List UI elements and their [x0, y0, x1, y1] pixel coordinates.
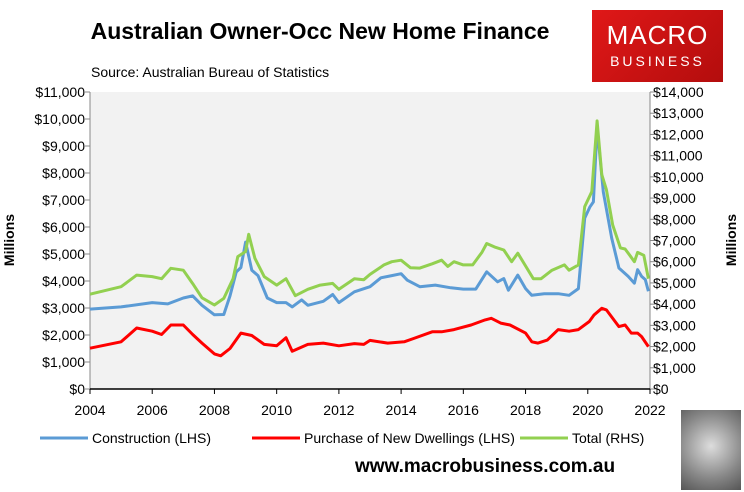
x-tick-label: 2020: [572, 402, 603, 418]
x-tick-label: 2010: [261, 402, 292, 418]
y-tick-label: $2,000: [42, 327, 85, 343]
series-line-2: [89, 119, 650, 307]
y2-tick-label: $8,000: [653, 211, 696, 227]
legend-label-0: Construction (LHS): [92, 430, 211, 446]
x-tick-label: 2022: [634, 402, 665, 418]
y-tick-label: $1,000: [42, 354, 85, 370]
y-tick-label: $3,000: [42, 300, 85, 316]
y2-tick-label: $0: [653, 381, 669, 397]
x-tick-label: 2004: [74, 402, 105, 418]
macrobusiness-logo: MACRO BUSINESS: [592, 10, 723, 82]
y2-tick-label: $13,000: [653, 105, 704, 121]
y-tick-label: $7,000: [42, 192, 85, 208]
y2-tick-label: $1,000: [653, 360, 696, 376]
y2-tick-label: $14,000: [653, 84, 704, 100]
y2-tick-label: $3,000: [653, 317, 696, 333]
y2-axis-label: Millions: [723, 214, 739, 266]
y2-tick-label: $11,000: [653, 148, 703, 164]
y-tick-label: $0: [69, 381, 85, 397]
y-tick-label: $10,000: [34, 111, 85, 127]
y-tick-label: $11,000: [35, 84, 85, 100]
logo-line2: BUSINESS: [610, 53, 705, 69]
y-tick-label: $4,000: [42, 273, 85, 289]
x-tick-label: 2012: [323, 402, 354, 418]
legend-label-1: Purchase of New Dwellings (LHS): [304, 430, 515, 446]
x-tick-label: 2014: [386, 402, 417, 418]
y2-tick-label: $6,000: [653, 254, 696, 270]
y-tick-label: $9,000: [42, 138, 85, 154]
y-axis-label: Millions: [1, 214, 17, 266]
legend-label-2: Total (RHS): [572, 430, 644, 446]
y-tick-label: $5,000: [42, 246, 85, 262]
x-tick-label: 2008: [199, 402, 230, 418]
website-link[interactable]: www.macrobusiness.com.au: [355, 456, 616, 477]
series-line-1: [89, 306, 650, 358]
y2-tick-label: $9,000: [653, 190, 696, 206]
wolf-image: [681, 410, 741, 490]
y2-tick-label: $10,000: [653, 169, 704, 185]
y-tick-label: $6,000: [42, 219, 85, 235]
y2-tick-label: $4,000: [653, 296, 696, 312]
y2-tick-label: $12,000: [653, 126, 704, 142]
plot-area: [90, 92, 650, 389]
y2-tick-label: $2,000: [653, 339, 696, 355]
x-tick-label: 2018: [510, 402, 541, 418]
logo-line1: MACRO: [606, 20, 709, 50]
page-title: Australian Owner-Occ New Home Finance: [90, 18, 550, 44]
source-note: Source: Australian Bureau of Statistics: [91, 64, 330, 80]
x-tick-label: 2016: [448, 402, 479, 418]
series-line-0: [89, 125, 650, 317]
y-tick-label: $8,000: [42, 165, 85, 181]
y2-tick-label: $7,000: [653, 233, 696, 249]
x-tick-label: 2006: [137, 402, 168, 418]
y2-tick-label: $5,000: [653, 275, 696, 291]
